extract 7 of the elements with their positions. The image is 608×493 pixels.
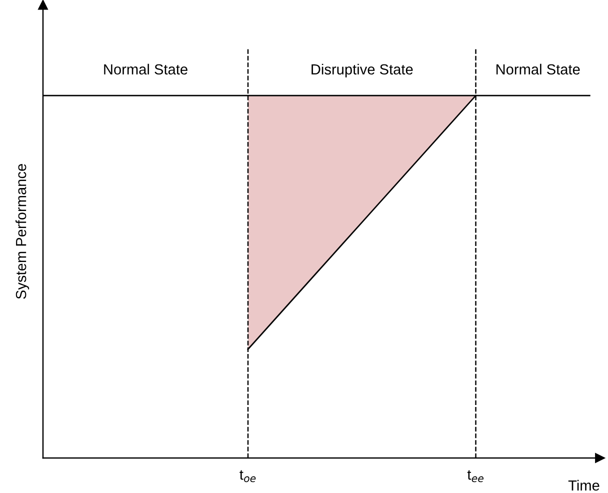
text: Disruptive State [312, 64, 413, 78]
y-axis-title: System Performance [16, 164, 30, 299]
x-tick-label: t$_{oe}$ [240, 470, 256, 482]
x-axis-title: Time [568, 480, 600, 491]
text: Normal State [496, 64, 580, 75]
text: Normal State [104, 64, 188, 75]
x-tick-label: t$_{ee}$ [467, 470, 484, 482]
